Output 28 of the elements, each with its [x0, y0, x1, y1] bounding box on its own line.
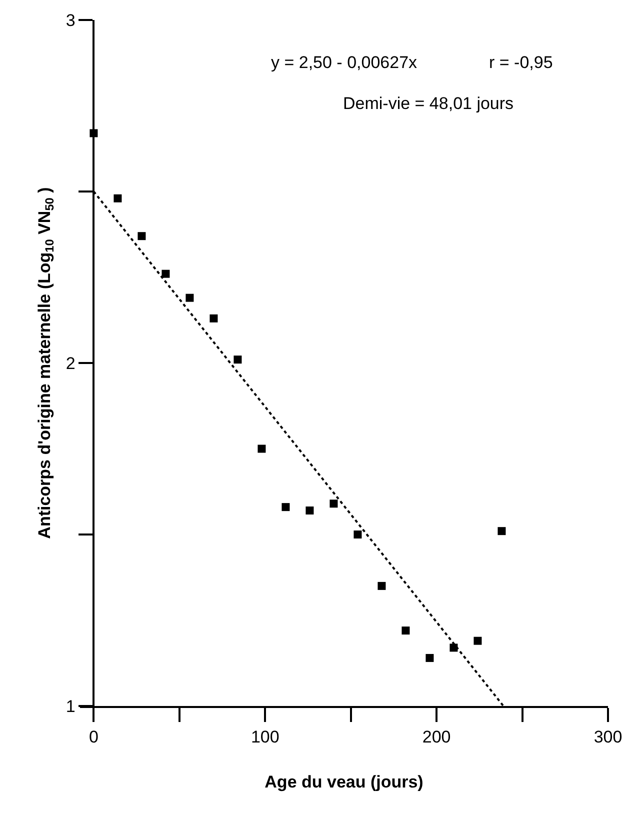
point — [450, 644, 458, 652]
point — [210, 314, 218, 322]
point — [282, 503, 290, 512]
point — [426, 654, 434, 662]
point — [306, 506, 314, 514]
y-tick-label: 3 — [66, 10, 76, 30]
point — [330, 500, 338, 508]
point — [234, 356, 242, 364]
annotation: Demi-vie = 48,01 jours — [343, 94, 514, 113]
point — [258, 444, 266, 453]
annotation: y = 2,50 - 0,00627x — [271, 53, 418, 72]
y-tick-label: 1 — [66, 696, 76, 716]
point — [354, 530, 362, 538]
x-tick-label: 0 — [88, 727, 98, 746]
x-tick-label: 300 — [594, 727, 622, 746]
point — [378, 582, 386, 590]
x-tick-label: 200 — [422, 727, 451, 746]
point — [186, 294, 194, 302]
y-tick-label: 2 — [66, 354, 76, 373]
point — [498, 527, 506, 536]
point — [162, 270, 170, 278]
point — [402, 626, 410, 635]
point — [138, 232, 146, 240]
point — [114, 194, 122, 202]
point — [474, 636, 482, 645]
annotation: r = -0,95 — [489, 53, 553, 72]
x-axis-title: Age du veau (jours) — [264, 772, 424, 792]
x-tick-label: 100 — [250, 727, 280, 746]
